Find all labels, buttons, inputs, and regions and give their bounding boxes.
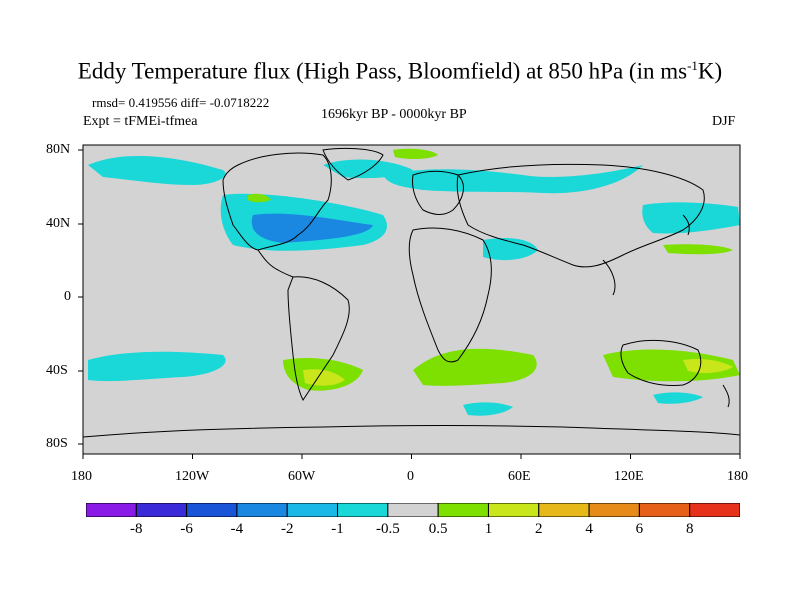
colorbar-swatch <box>638 503 691 517</box>
anomaly-neg-middle-east <box>483 238 538 261</box>
lat-label-40s: 40S <box>46 363 68 378</box>
coast-japan <box>682 214 690 236</box>
colorbar-label: -2 <box>280 521 294 537</box>
colorbar-label: -4 <box>230 521 244 537</box>
anomaly-fields <box>88 148 740 416</box>
anomaly-pos-south-america-core <box>303 369 345 386</box>
plot-title-text: Eddy Temperature flux (High Pass, Bloomf… <box>77 58 688 84</box>
colorbar-swatch <box>437 503 489 517</box>
colorbar-swatch <box>538 503 590 517</box>
colorbar-swatch <box>337 503 389 517</box>
coast-asia <box>456 163 705 268</box>
anomaly-neg-north-pacific <box>88 155 226 185</box>
lat-label-0: 0 <box>64 289 71 304</box>
colorbar-swatches <box>86 503 740 517</box>
coast-africa <box>408 227 492 363</box>
coast-indochina <box>602 259 616 296</box>
anomaly-pos-indian-ocean <box>603 349 740 382</box>
lon-label-180w: 180 <box>71 469 92 484</box>
colorbar-label: -1 <box>331 521 344 537</box>
anomaly-neg-southern-ocean <box>653 392 703 404</box>
colorbar-swatch <box>186 503 238 517</box>
axis-ticks <box>78 149 741 459</box>
colorbar-label: -0.5 <box>375 521 400 537</box>
lon-label-60e: 60E <box>508 469 531 484</box>
plot-title-exponent: -1 <box>687 58 698 73</box>
anomaly-pos-greenland <box>248 193 271 203</box>
coast-new-zealand <box>722 384 730 408</box>
lon-label-120e: 120E <box>614 469 644 484</box>
anomaly-neg-north-atlantic <box>323 159 413 179</box>
anomaly-pos-north-pacific-east <box>663 244 733 255</box>
anomaly-neg-south-pacific <box>88 351 226 382</box>
colorbar-swatch <box>286 503 339 517</box>
stats-label: rmsd= 0.419556 diff= -0.0718222 <box>92 95 270 110</box>
colorbar-swatch <box>135 503 188 517</box>
anomaly-neg-north-america-core <box>251 213 373 243</box>
coastlines <box>82 147 741 438</box>
coast-australia <box>620 340 702 386</box>
colorbar-swatch <box>487 503 540 517</box>
anomaly-pos-australia-core <box>683 358 733 374</box>
lon-label-120w: 120W <box>175 469 210 484</box>
coast-greenland <box>322 147 384 181</box>
anomaly-neg-south-atlantic <box>463 402 513 416</box>
lat-label-80n: 80N <box>46 142 71 157</box>
ocean-background <box>83 145 740 454</box>
colorbar-label: -6 <box>180 521 193 537</box>
lat-label-40n: 40N <box>46 216 71 231</box>
lon-label-60w: 60W <box>288 469 316 484</box>
colorbar-label: 1 <box>484 521 493 537</box>
lon-label-0: 0 <box>407 469 414 484</box>
lat-label-80s: 80S <box>46 436 68 451</box>
map-frame <box>82 144 741 455</box>
colorbar-swatch <box>689 503 740 517</box>
map-panel <box>78 144 741 459</box>
colorbar-label: 8 <box>685 521 694 537</box>
colorbar-swatch <box>387 503 439 517</box>
colorbar-label: 0.5 <box>428 521 448 537</box>
colorbar <box>86 503 740 517</box>
colorbar-label: 2 <box>535 521 543 537</box>
colorbar-label: -8 <box>130 521 143 537</box>
colorbar-label: 4 <box>585 521 593 537</box>
colorbar-label: 6 <box>635 521 644 537</box>
coast-north-america <box>222 152 332 251</box>
colorbar-swatch <box>588 503 640 517</box>
coast-antarctica <box>82 425 741 438</box>
plot-title-end: K) <box>697 58 723 84</box>
period-label: 1696kyr BP - 0000kyr BP <box>321 107 467 122</box>
anomaly-pos-atlantic-north <box>393 148 438 160</box>
experiment-label: Expt = tFMEi-tfmea <box>83 114 198 129</box>
anomaly-neg-west-pacific <box>642 202 740 234</box>
lon-label-180e: 180 <box>727 469 748 484</box>
colorbar-swatch <box>236 503 288 517</box>
map-svg <box>78 144 741 459</box>
coast-south-america <box>287 276 350 401</box>
colorbar-swatch <box>86 503 137 517</box>
anomaly-pos-south-atlantic <box>413 348 537 386</box>
coast-europe <box>412 170 464 215</box>
coast-central-america <box>257 249 294 278</box>
plot-title: Eddy Temperature flux (High Pass, Bloomf… <box>0 58 800 85</box>
season-label: DJF <box>712 114 736 129</box>
